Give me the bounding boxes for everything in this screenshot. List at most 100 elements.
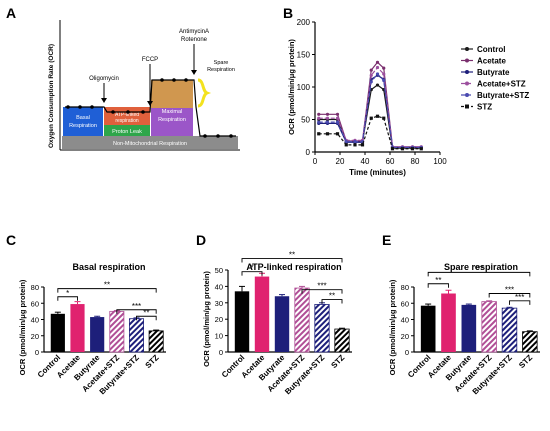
d-bar: [314, 304, 330, 353]
b-legend-label: Control: [477, 45, 505, 54]
b-legend-marker: [465, 58, 469, 63]
d-sig-bracket: [321, 299, 343, 304]
b-point: [382, 72, 386, 76]
b-x-tick-label: 100: [433, 157, 447, 166]
b-series-line-0: [318, 84, 422, 149]
b-point: [382, 116, 386, 120]
leak-label: Proton Leak: [112, 129, 142, 135]
e-y-tick-label: 80: [401, 283, 409, 292]
d-bar: [294, 287, 310, 353]
b-legend-label: Butyrate+STZ: [477, 91, 529, 100]
b-point: [317, 116, 321, 120]
d-y-tick-label: 30: [215, 299, 223, 308]
c-bar: [109, 310, 125, 353]
basal-label-1: Basal: [76, 115, 90, 121]
b-point: [335, 120, 340, 124]
b-point: [317, 132, 321, 136]
b-series-line-2: [318, 74, 422, 149]
b-y-axis-label: OCR (pmol/min/μg protein): [287, 39, 296, 135]
e-category-label: STZ: [517, 353, 534, 370]
b-point: [317, 112, 321, 116]
b-point: [369, 73, 373, 77]
b-legend-label: STZ: [477, 103, 492, 112]
b-point: [353, 140, 357, 144]
b-point: [382, 78, 386, 83]
b-point: [353, 143, 357, 147]
c-y-tick-label: 80: [31, 283, 39, 292]
e-sig-label: ***: [515, 293, 524, 302]
panel-letter-a: A: [6, 5, 16, 21]
b-legend-marker: [465, 70, 469, 74]
b-y-tick-label: 0: [306, 148, 311, 157]
b-legend-marker: [465, 104, 469, 109]
panel-letter-e: E: [382, 232, 391, 248]
d-sig-label: *: [250, 264, 253, 273]
c-y-tick-label: 0: [35, 348, 39, 357]
e-sig-label: ***: [505, 286, 514, 295]
antimycin-label: AntimycinA: [179, 29, 209, 35]
d-bar: [254, 276, 270, 352]
e-bar: [522, 331, 538, 353]
b-point: [344, 143, 348, 147]
d-y-tick-label: 20: [215, 315, 223, 324]
d-title: ATP-linked respiration: [246, 262, 341, 272]
panel-letter-c: C: [6, 232, 16, 248]
e-sig-bracket: [488, 293, 531, 298]
b-point: [335, 112, 340, 116]
panel-c-bar-chart: Basal respiration 0 20 40 60 80 OCR (pmol/min/…: [18, 262, 166, 396]
c-y-tick-label: 40: [31, 316, 39, 325]
b-point: [400, 147, 405, 151]
b-point: [369, 116, 373, 120]
b-legend-marker: [465, 81, 469, 86]
c-bar: [148, 330, 164, 353]
b-point: [369, 68, 373, 72]
d-bar: [234, 291, 250, 352]
b-point: [325, 112, 330, 116]
b-point: [375, 83, 380, 87]
c-sig-label: ***: [132, 302, 141, 311]
oligomycin-arrow-head: [101, 98, 107, 103]
d-y-tick-label: 10: [215, 332, 223, 341]
e-sig-bracket: [509, 300, 531, 305]
b-point: [325, 132, 330, 136]
d-y-axis-label: OCR (pmol/min/μg protein): [202, 271, 211, 367]
b-point: [382, 66, 386, 70]
spare-brace: [197, 78, 212, 108]
b-legend-label: Acetate+STZ: [477, 80, 526, 89]
nonmito-label: Non-Mitochondrial Respiration: [113, 141, 187, 147]
d-y-tick-label: 0: [219, 348, 223, 357]
atp-label-2: respiration: [115, 118, 139, 124]
e-sig-bracket: [427, 283, 449, 288]
b-point: [325, 116, 330, 120]
spare-label-1: Spare: [214, 60, 229, 66]
b-point: [375, 60, 380, 64]
b-legend-marker: [465, 47, 469, 51]
e-title: Spare respiration: [444, 262, 518, 272]
b-y-tick-label: 200: [297, 18, 311, 27]
spare-label-2: Respiration: [207, 67, 235, 73]
e-bar: [461, 304, 477, 352]
b-point: [360, 143, 365, 147]
e-y-tick-label: 40: [401, 316, 409, 325]
d-bar: [274, 296, 290, 352]
b-point: [419, 147, 423, 151]
c-title: Basal respiration: [72, 262, 145, 272]
c-y-tick-label: 60: [31, 299, 39, 308]
d-sig-label: **: [329, 292, 335, 301]
panel-a-diagram: Oxygen Consumption Rate (OCR) Non-Mitoch…: [48, 20, 240, 151]
nonmito-region: [62, 136, 238, 149]
e-y-tick-label: 20: [401, 332, 409, 341]
trace-dots: [66, 78, 233, 138]
e-sig-label: ***: [474, 264, 483, 273]
maximal-top-region: [151, 80, 193, 108]
b-point: [375, 65, 380, 70]
c-sig-label: *: [66, 289, 69, 298]
panel-letter-d: D: [196, 232, 206, 248]
fccp-label: FCCP: [142, 57, 158, 63]
panel-b-line-chart: 0 50 100 150 200 0 20 40 60 80 100 Time (minutes) OC…: [287, 18, 529, 177]
maximal-label-1: Maximal: [162, 109, 182, 115]
d-sig-label: **: [289, 251, 295, 260]
basal-label-2: Respiration: [69, 123, 97, 129]
b-point: [335, 116, 340, 120]
antimycin-arrow-head: [191, 70, 197, 75]
